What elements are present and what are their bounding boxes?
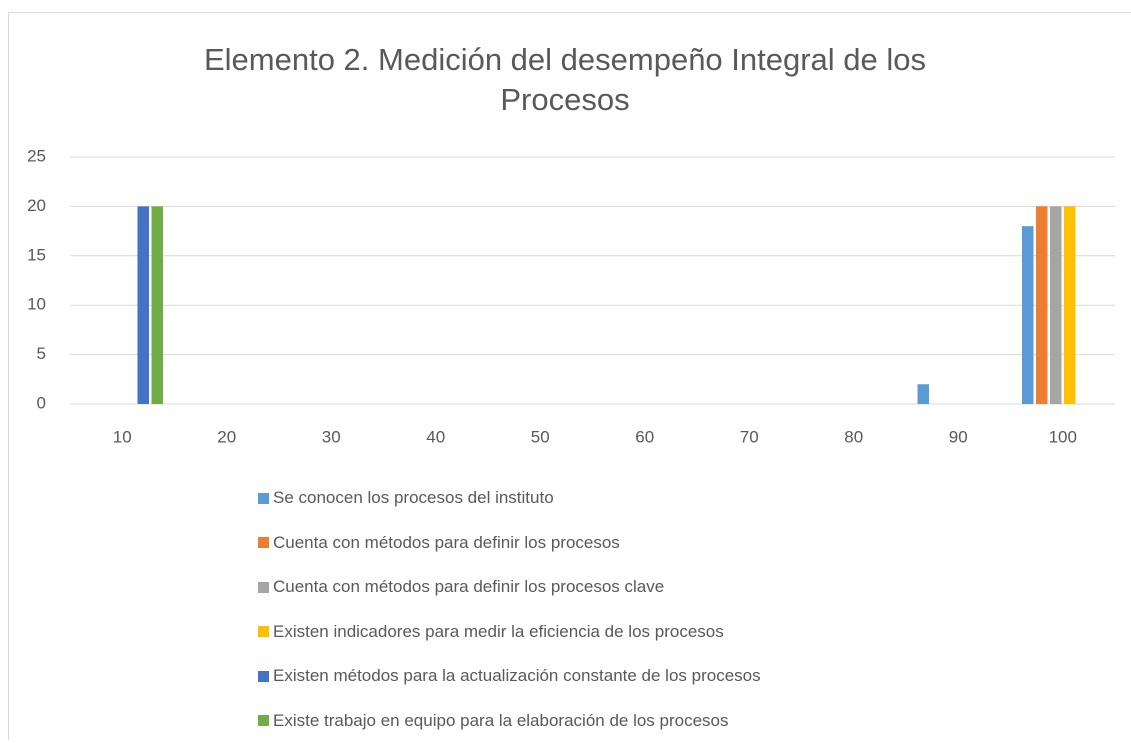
y-tick-label: 25 — [27, 146, 46, 165]
x-tick-label: 90 — [949, 427, 968, 446]
legend: Se conocen los procesos del instituto Cue… — [258, 476, 761, 743]
legend-swatch — [258, 715, 269, 726]
legend-swatch — [258, 493, 269, 504]
legend-label: Cuenta con métodos para definir los proc… — [273, 533, 620, 553]
y-tick-label: 10 — [27, 295, 46, 314]
y-tick-label: 5 — [37, 344, 46, 363]
legend-item: Existe trabajo en equipo para la elabora… — [258, 699, 761, 743]
x-tick-label: 20 — [217, 427, 236, 446]
x-tick-label: 100 — [1049, 427, 1077, 446]
legend-label: Se conocen los procesos del instituto — [273, 488, 554, 508]
legend-item: Cuenta con métodos para definir los proc… — [258, 521, 761, 566]
legend-label: Existen métodos para la actualización co… — [273, 666, 761, 686]
x-tick-label: 40 — [426, 427, 445, 446]
legend-label: Existen indicadores para medir la eficie… — [273, 622, 724, 642]
bar — [138, 206, 150, 404]
chart-title: Elemento 2. Medición del desempeño Integ… — [150, 40, 980, 120]
x-tick-label: 30 — [322, 427, 341, 446]
y-tick-label: 0 — [37, 393, 46, 412]
bar — [1036, 206, 1048, 404]
x-tick-label: 50 — [531, 427, 550, 446]
legend-item: Cuenta con métodos para definir los proc… — [258, 565, 761, 610]
legend-swatch — [258, 626, 269, 637]
bar — [1050, 206, 1062, 404]
x-tick-label: 80 — [844, 427, 863, 446]
legend-swatch — [258, 537, 269, 548]
legend-item: Existen métodos para la actualización co… — [258, 654, 761, 699]
legend-label: Existe trabajo en equipo para la elabora… — [273, 711, 729, 731]
bar — [1022, 226, 1034, 404]
legend-swatch — [258, 671, 269, 682]
x-tick-label: 60 — [635, 427, 654, 446]
y-tick-label: 20 — [27, 196, 46, 215]
bar — [1064, 206, 1076, 404]
x-tick-label: 10 — [113, 427, 132, 446]
legend-label: Cuenta con métodos para definir los proc… — [273, 577, 664, 597]
legend-item: Se conocen los procesos del instituto — [258, 476, 761, 521]
bar — [152, 206, 164, 404]
legend-swatch — [258, 582, 269, 593]
y-tick-label: 15 — [27, 245, 46, 264]
bar — [918, 384, 930, 404]
x-tick-label: 70 — [740, 427, 759, 446]
legend-item: Existen indicadores para medir la eficie… — [258, 610, 761, 655]
